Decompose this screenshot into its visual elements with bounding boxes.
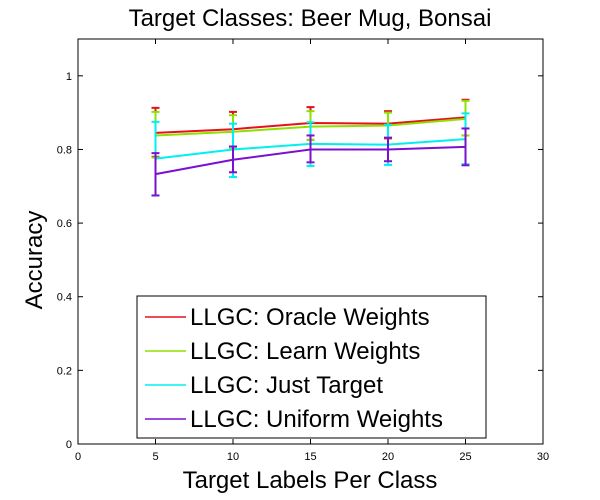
data-point <box>309 148 312 151</box>
legend-label: LLGC: Uniform Weights <box>190 406 443 433</box>
x-tick-label: 25 <box>459 451 471 463</box>
legend-label: LLGC: Just Target <box>190 372 383 399</box>
data-point <box>464 145 467 148</box>
chart-title: Target Classes: Beer Mug, Bonsai <box>129 5 492 32</box>
axis-ticks: 0 5 10 15 20 25 30 0 0.2 0.4 0.6 0.8 1 <box>57 39 549 463</box>
legend-label: LLGC: Oracle Weights <box>190 304 430 331</box>
x-tick-label: 15 <box>304 451 316 463</box>
y-tick-label: 0.2 <box>57 365 72 377</box>
y-tick-label: 0.4 <box>57 292 72 304</box>
data-point <box>154 173 157 176</box>
y-tick-label: 0 <box>66 439 72 451</box>
y-tick-label: 0.6 <box>57 218 72 230</box>
x-tick-label: 20 <box>382 451 394 463</box>
legend-box <box>136 295 487 439</box>
y-axis-label: Accuracy <box>21 211 48 310</box>
series-layer <box>151 98 470 197</box>
legend: LLGC: Oracle Weights LLGC: Learn Weights L… <box>136 295 487 439</box>
y-tick-label: 1 <box>66 71 72 83</box>
x-axis-label: Target Labels Per Class <box>183 467 438 494</box>
x-tick-label: 30 <box>537 451 549 463</box>
x-tick-label: 5 <box>152 451 158 463</box>
data-point <box>232 158 234 161</box>
legend-label: LLGC: Learn Weights <box>190 338 420 365</box>
data-point <box>387 148 389 151</box>
series-4 <box>151 127 470 197</box>
y-tick-label: 0.8 <box>57 144 72 156</box>
x-tick-label: 0 <box>75 451 81 463</box>
x-tick-label: 10 <box>227 451 239 463</box>
